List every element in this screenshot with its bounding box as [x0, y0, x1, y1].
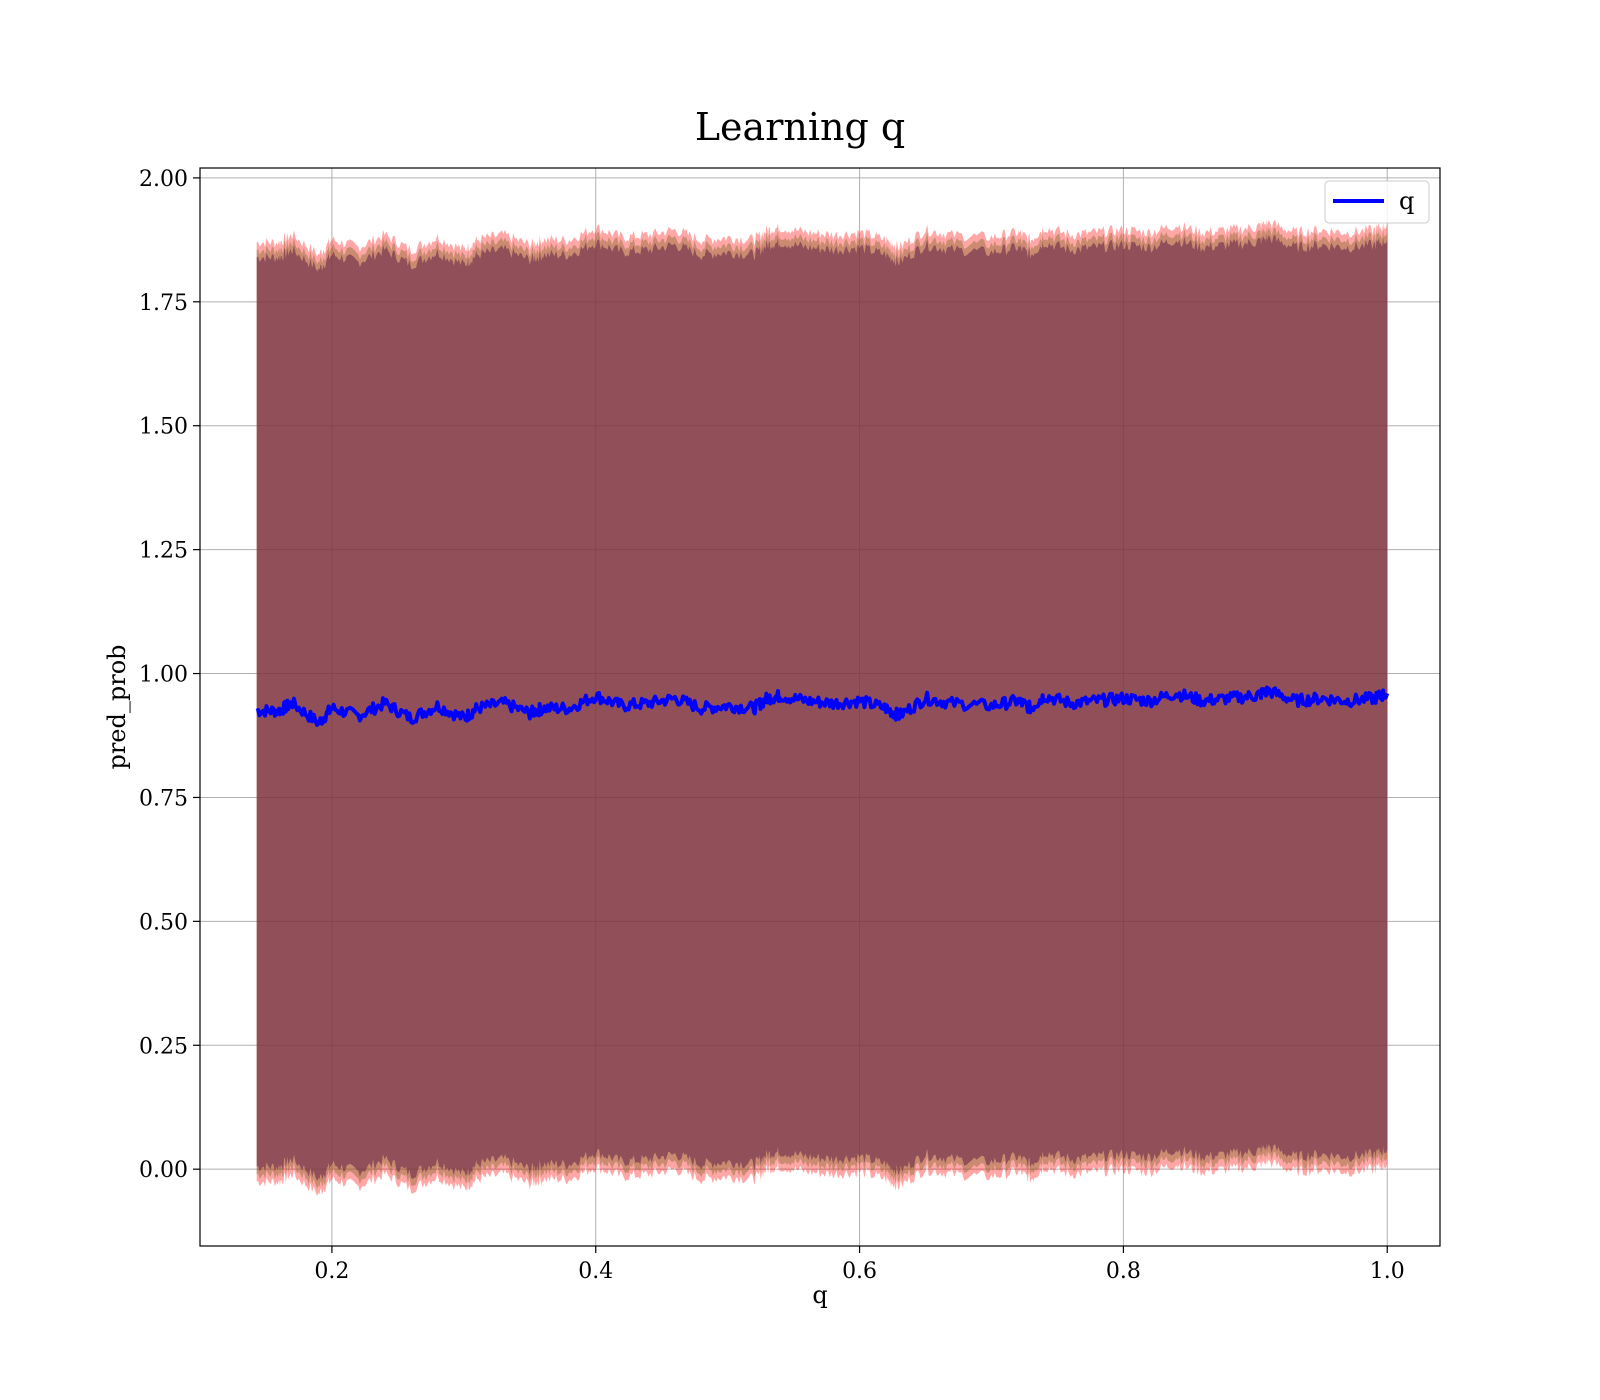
y-tick-label: 1.00	[139, 663, 188, 688]
y-tick-label: 0.25	[139, 1034, 188, 1059]
x-axis-ticks: 0.2 0.4 0.6 0.8 1.0	[314, 1246, 1405, 1284]
y-axis-ticks: 0.00 0.25 0.50 0.75 1.00 1.25 1.50 1.75 2.00	[139, 167, 200, 1183]
x-axis-label: q	[812, 1281, 827, 1309]
y-axis-label: pred_prob	[103, 644, 131, 769]
y-tick-label: 0.00	[139, 1158, 188, 1183]
y-tick-label: 1.25	[139, 539, 188, 564]
plot-frame	[199, 167, 1441, 1247]
x-tick-label: 1.0	[1370, 1259, 1405, 1284]
y-tick-label: 0.50	[139, 910, 188, 935]
plot-area	[255, 219, 1390, 1196]
y-tick-label: 0.75	[139, 786, 188, 811]
x-tick-label: 0.8	[1106, 1259, 1141, 1284]
y-tick-label: 1.50	[139, 415, 188, 440]
confidence-band-2	[256, 234, 1388, 1181]
chart-title: Learning q	[695, 105, 905, 149]
legend: q	[1324, 180, 1430, 224]
x-tick-label: 0.4	[578, 1259, 613, 1284]
y-tick-label: 2.00	[139, 167, 188, 192]
x-tick-label: 0.6	[842, 1259, 877, 1284]
x-tick-label: 0.2	[314, 1259, 349, 1284]
legend-label-q: q	[1399, 187, 1414, 215]
y-tick-label: 1.75	[139, 291, 188, 316]
series-line-q	[255, 685, 1390, 727]
